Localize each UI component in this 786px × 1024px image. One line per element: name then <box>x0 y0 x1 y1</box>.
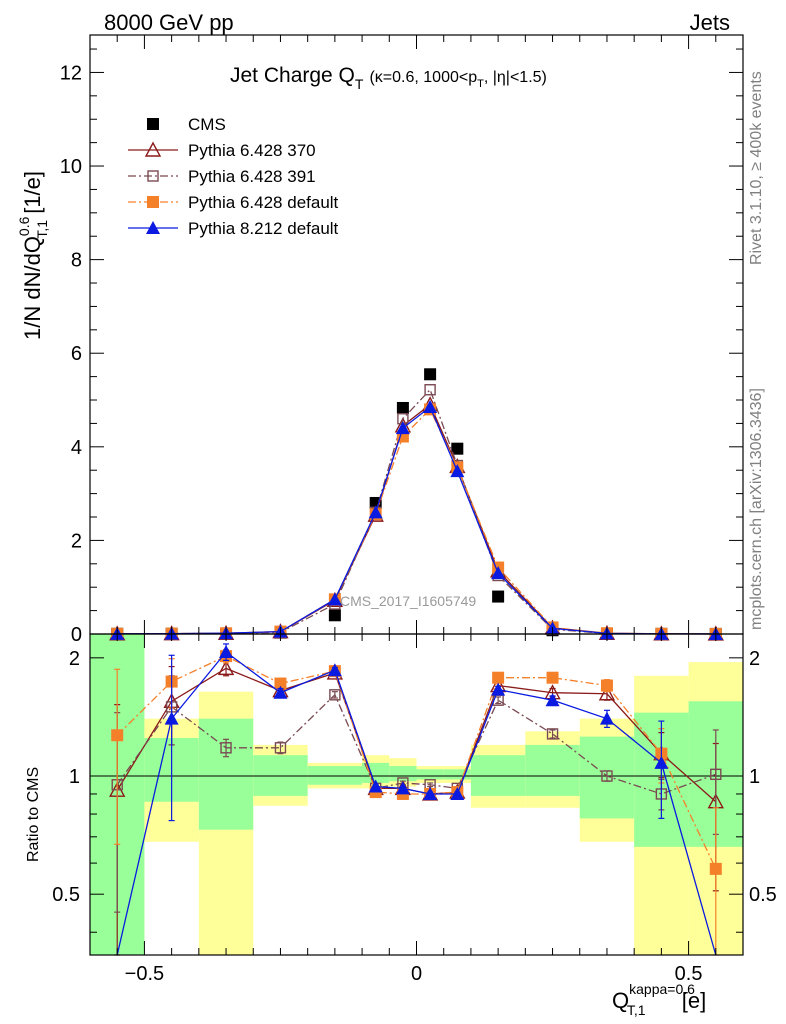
ratio-point <box>220 742 232 754</box>
ratio-point <box>327 663 342 677</box>
ratio-y-tick-label: 2 <box>69 648 80 670</box>
ratio-point <box>598 685 616 701</box>
legend-label: Pythia 6.428 370 <box>188 141 316 160</box>
ratio-y-tick-label: 0.5 <box>52 884 80 906</box>
legend-label: CMS <box>188 115 226 134</box>
ratio-point <box>219 644 234 658</box>
ratio-point <box>164 711 179 725</box>
main-point <box>491 566 506 580</box>
legend-item-2: Pythia 6.428 391 <box>128 167 316 186</box>
ratio-band-green <box>525 744 580 796</box>
ratio-point <box>709 862 722 875</box>
ratio-y-tick-label: 1 <box>749 766 760 788</box>
main-y-tick-label: 10 <box>60 156 82 178</box>
legend-item-1: Pythia 6.428 370 <box>128 141 316 160</box>
ratio-point <box>546 671 559 684</box>
ratio-point <box>368 779 383 793</box>
ratio-point <box>710 768 722 781</box>
energy-label: 8000 GeV pp <box>104 10 234 35</box>
ratio-y-tick-label: 0.5 <box>749 884 777 906</box>
legend-item-4: Pythia 8.212 default <box>128 219 339 238</box>
ratio-point <box>273 685 288 699</box>
x-tick-label: 0 <box>411 963 422 985</box>
legend-item-0: CMS <box>147 115 226 134</box>
main-point <box>424 384 436 396</box>
ratio-y-tick-label: 2 <box>749 648 760 670</box>
title-rest: (κ=0.6, 1000<p <box>369 69 477 86</box>
main-point <box>368 505 383 519</box>
legend-marker <box>146 221 160 234</box>
legend-item-3: Pythia 6.428 default <box>128 193 339 212</box>
rivet-label: Rivet 3.1.10, ≥ 400k events <box>748 71 765 265</box>
ratio-point <box>217 659 235 676</box>
title-rest-sub: T <box>477 78 484 90</box>
ratio-point <box>654 755 669 769</box>
ratio-point <box>492 671 505 684</box>
x-tick-label: −0.5 <box>125 963 164 985</box>
main-y-tick-label: 2 <box>71 530 82 552</box>
title-main: Jet Charge Q <box>230 64 355 87</box>
title-end: , |η|<1.5) <box>484 69 547 86</box>
ratio-point <box>450 786 465 800</box>
ratio-series-3 <box>116 643 717 956</box>
plot-title: Jet Charge QT (κ=0.6, 1000<pT, |η|<1.5) <box>230 64 547 92</box>
ratio-band-green <box>416 769 444 780</box>
legend-label: Pythia 8.212 default <box>188 219 339 238</box>
ratio-band-green <box>443 769 471 780</box>
ratio-series-line <box>116 655 717 870</box>
main-point <box>424 368 437 381</box>
ratio-point <box>423 786 438 800</box>
ratio-series-line <box>116 693 717 795</box>
x-axis-label: Qkappa=0.6 T,1 [e] <box>612 981 706 1018</box>
legend-marker <box>144 141 162 157</box>
ratio-point <box>274 742 287 754</box>
ratio-band-green <box>307 766 363 785</box>
main-point <box>451 442 464 455</box>
legend-label: Pythia 6.428 391 <box>188 167 316 186</box>
ratio-band-green <box>198 718 254 830</box>
main-y-axis-label: 1/N dN/dQ0.6 T,1 [1/e] <box>16 171 50 340</box>
legend-marker <box>147 170 159 182</box>
ratio-point <box>329 689 341 701</box>
main-point <box>395 421 410 435</box>
main-y-tick-label: 0 <box>71 624 82 646</box>
ratio-point <box>545 693 560 707</box>
title-sub: T <box>355 76 364 92</box>
ratio-series-line <box>116 651 717 956</box>
ratio-y-tick-label: 1 <box>69 766 80 788</box>
ratio-point <box>601 770 613 782</box>
ratio-point <box>600 679 613 692</box>
main-point <box>492 590 505 603</box>
main-point <box>328 609 341 622</box>
mcplots-label: mcplots.cern.ch [arXiv:1306.3436] <box>748 388 765 630</box>
main-y-tick-label: 6 <box>71 343 82 365</box>
legend-marker <box>147 196 159 208</box>
main-point <box>396 401 409 414</box>
main-y-tick-label: 8 <box>71 250 82 272</box>
ratio-series-1 <box>111 675 722 913</box>
analysis-label: CMS_2017_I1605749 <box>340 593 476 609</box>
legend-marker <box>147 118 159 130</box>
ratio-uncertainty-bands <box>90 634 743 955</box>
x-tick-label: 0.5 <box>675 963 703 985</box>
legend-label: Pythia 6.428 default <box>188 193 339 212</box>
category-label: Jets <box>690 10 730 35</box>
legend: CMS Pythia 6.428 370 Pythia 6.428 391 Pythi… <box>128 115 339 238</box>
ratio-point <box>546 728 559 740</box>
ratio-band-green <box>389 766 417 782</box>
main-point <box>450 464 465 478</box>
ratio-point <box>111 729 124 742</box>
main-y-tick-label: 12 <box>60 62 82 84</box>
ratio-point <box>599 711 614 725</box>
main-point <box>327 592 342 606</box>
ratio-y-axis-label: Ratio to CMS <box>25 767 42 862</box>
main-point <box>423 400 438 414</box>
main-y-tick-label: 4 <box>71 437 82 459</box>
ratio-point <box>491 682 506 696</box>
ratio-point <box>395 781 410 795</box>
ratio-point <box>274 677 287 690</box>
main-series-line <box>117 406 716 635</box>
